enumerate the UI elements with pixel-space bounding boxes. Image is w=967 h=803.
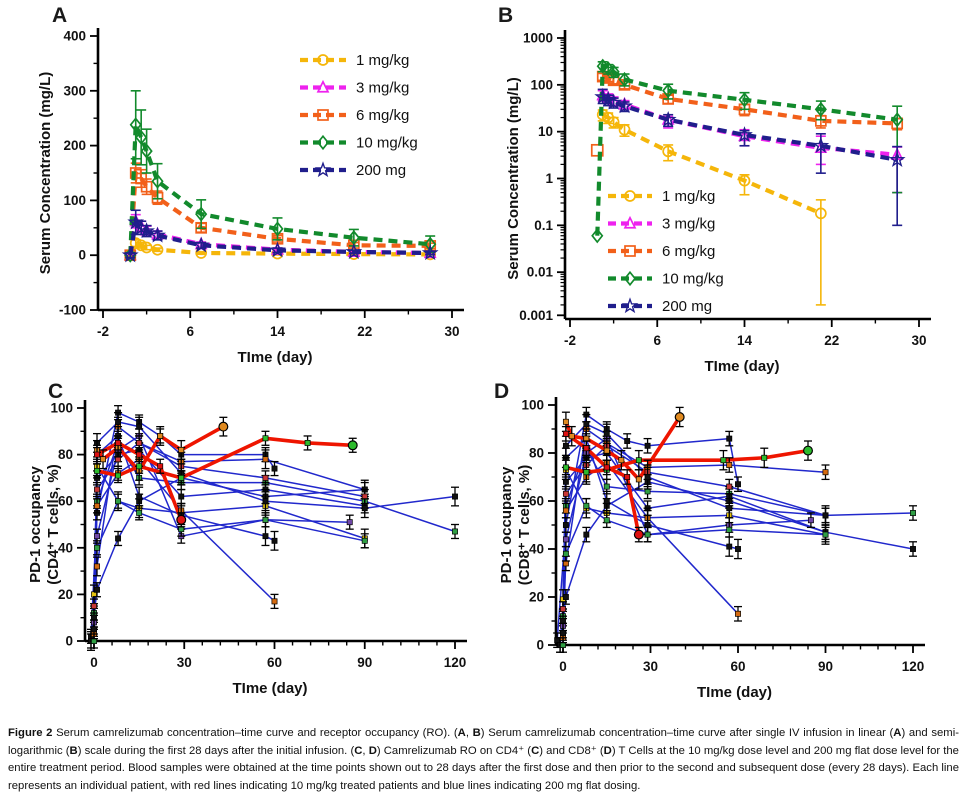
svg-text:0.001: 0.001 <box>519 308 553 323</box>
panel-a-label: A <box>52 4 68 27</box>
legend-item-6-mg-kg: 6 mg/kg <box>356 107 409 124</box>
svg-text:60: 60 <box>58 494 73 509</box>
svg-text:100: 100 <box>50 401 73 416</box>
svg-text:60: 60 <box>267 655 282 670</box>
y-axis-label-C-line1: PD-1 occupancy <box>27 465 44 582</box>
svg-text:0: 0 <box>559 659 567 674</box>
panel-d-label: D <box>494 380 510 403</box>
svg-text:0: 0 <box>78 248 86 263</box>
svg-text:20: 20 <box>529 590 544 605</box>
legend-panel-A: 1 mg/kg 3 mg/kg 6 mg/kg 10 mg/kg 200 mg <box>300 52 418 179</box>
axes-panel-C: 0 30 60 90 120 0 20 40 60 80 100 TIme (day) PD-1 occ… <box>27 400 467 697</box>
svg-text:200: 200 <box>63 138 86 153</box>
series-6-mg-kg <box>590 70 904 157</box>
svg-text:120: 120 <box>444 655 467 670</box>
legend-item-1-mg-kg: 1 mg/kg <box>662 188 715 205</box>
svg-text:6: 6 <box>653 333 661 348</box>
svg-text:90: 90 <box>357 655 372 670</box>
svg-text:120: 120 <box>902 659 925 674</box>
svg-text:100: 100 <box>530 77 553 92</box>
svg-text:80: 80 <box>58 447 73 462</box>
panel-c-chart: 0 30 60 90 120 0 20 40 60 80 100 TIme (day) PD-1 occ… <box>27 400 467 697</box>
svg-text:0: 0 <box>90 655 98 670</box>
y-axis-label-B: Serum Concentration (mg/L) <box>505 77 522 280</box>
legend-item-1-mg-kg: 1 mg/kg <box>356 52 409 69</box>
svg-text:14: 14 <box>270 324 286 339</box>
svg-text:20: 20 <box>58 587 73 602</box>
y-axis-label-A: Serum Concentration (mg/L) <box>37 72 54 275</box>
svg-text:40: 40 <box>58 540 73 555</box>
panel-d-chart: 0 30 60 90 120 0 20 40 60 80 100 TIme (day) PD-1 occ… <box>498 397 925 701</box>
svg-text:100: 100 <box>521 398 544 413</box>
legend-item-10-mg-kg: 10 mg/kg <box>356 135 418 152</box>
series-10-mg-kg <box>124 90 437 263</box>
svg-text:30: 30 <box>177 655 192 670</box>
legend-item-200-mg: 200 mg <box>356 162 406 179</box>
panel-b-chart: -2 6 14 22 30 1000 100 10 1 0.1 0.01 0.001 TIme (day… <box>505 30 931 375</box>
y-axis-label-D-line1: PD-1 occupancy <box>498 466 515 583</box>
patient-lines-C <box>90 411 456 642</box>
legend-panel-B: 1 mg/kg 3 mg/kg 6 mg/kg 10 mg/kg 200 mg <box>608 188 724 315</box>
svg-text:60: 60 <box>529 494 544 509</box>
panel-a-chart: -2 6 14 22 30 400 300 200 100 0 -100 TIme (day) Seru… <box>37 28 464 366</box>
svg-text:1: 1 <box>545 171 553 186</box>
svg-text:-100: -100 <box>59 303 86 318</box>
svg-text:0.1: 0.1 <box>534 218 553 233</box>
svg-text:30: 30 <box>444 324 459 339</box>
svg-text:400: 400 <box>63 29 86 44</box>
svg-text:30: 30 <box>643 659 658 674</box>
panel-b-label: B <box>498 4 514 27</box>
series-1-mg-kg <box>596 108 827 306</box>
legend-item-200-mg: 200 mg <box>662 298 712 315</box>
svg-text:6: 6 <box>186 324 194 339</box>
svg-text:80: 80 <box>529 446 544 461</box>
patient-markers-C <box>86 405 459 651</box>
svg-text:100: 100 <box>63 193 86 208</box>
svg-text:0: 0 <box>65 634 73 649</box>
svg-text:0.01: 0.01 <box>527 265 554 280</box>
svg-text:1000: 1000 <box>523 31 553 46</box>
svg-text:300: 300 <box>63 83 86 98</box>
panel-c-label: C <box>48 380 64 403</box>
svg-text:22: 22 <box>824 333 839 348</box>
svg-text:14: 14 <box>737 333 753 348</box>
svg-text:0: 0 <box>536 638 544 653</box>
y-axis-label-D-line2: (CD8⁺ T cells, %) <box>516 465 533 585</box>
x-axis-label-B: TIme (day) <box>704 358 779 375</box>
patient-lines-D <box>556 413 914 646</box>
legend-item-3-mg-kg: 3 mg/kg <box>356 80 409 97</box>
svg-text:22: 22 <box>357 324 372 339</box>
legend-item-10-mg-kg: 10 mg/kg <box>662 271 724 288</box>
x-axis-label-D: TIme (day) <box>697 684 772 701</box>
patient-markers-D <box>553 406 917 653</box>
legend-item-3-mg-kg: 3 mg/kg <box>662 216 715 233</box>
svg-text:-2: -2 <box>564 333 576 348</box>
svg-text:30: 30 <box>911 333 926 348</box>
svg-text:40: 40 <box>529 542 544 557</box>
axes-panel-D: 0 30 60 90 120 0 20 40 60 80 100 TIme (day) PD-1 occ… <box>498 397 925 701</box>
legend-item-6-mg-kg: 6 mg/kg <box>662 243 715 260</box>
series-200-mg <box>594 88 906 227</box>
svg-text:10: 10 <box>538 124 553 139</box>
svg-text:-2: -2 <box>97 324 109 339</box>
series-200-mg <box>121 209 439 263</box>
x-axis-label-A: TIme (day) <box>237 349 312 366</box>
axes-panel-B: -2 6 14 22 30 1000 100 10 1 0.1 0.01 0.001 TIme (day… <box>505 30 931 375</box>
axes-panel-A: -2 6 14 22 30 400 300 200 100 0 -100 TIme (day) Seru… <box>37 28 464 366</box>
figure-caption: Figure 2 Serum camrelizumab concentratio… <box>8 727 959 792</box>
x-axis-label-C: TIme (day) <box>232 680 307 697</box>
svg-text:60: 60 <box>730 659 745 674</box>
y-axis-label-C-line2: (CD4⁺ T cells, %) <box>45 464 62 584</box>
svg-text:90: 90 <box>818 659 833 674</box>
